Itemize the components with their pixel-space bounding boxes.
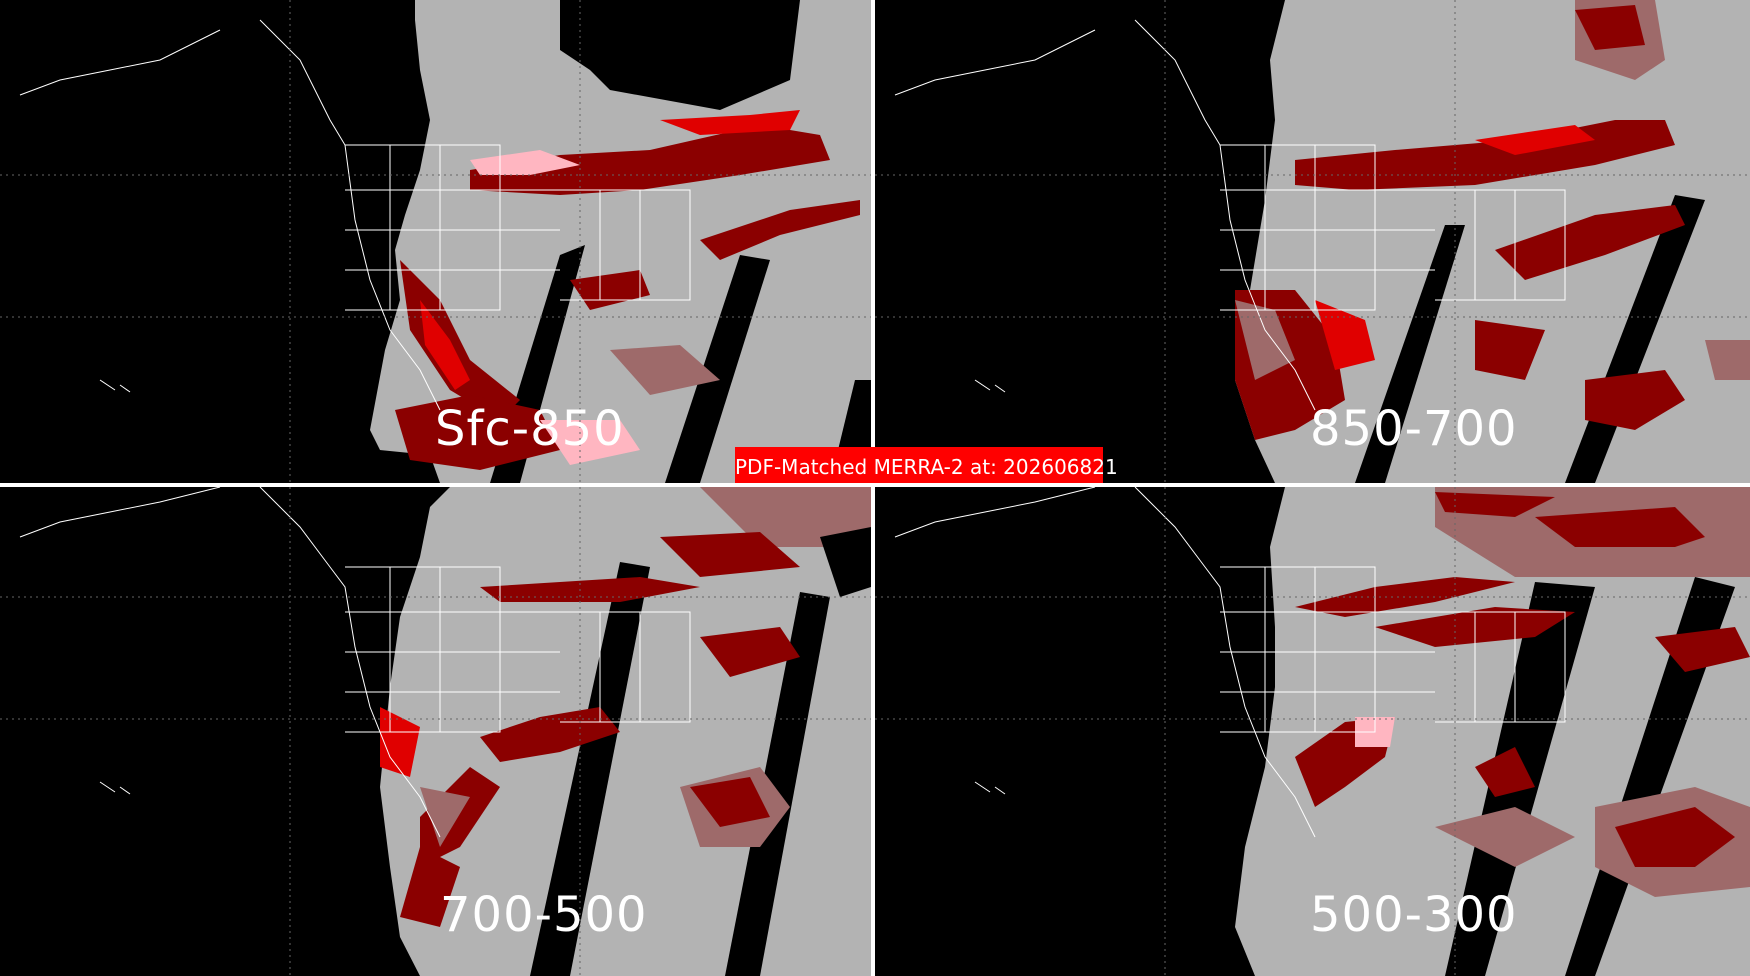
precip-area (660, 532, 800, 577)
precip-area (470, 125, 830, 195)
panel-divider-vertical (871, 0, 875, 976)
precip-area (420, 300, 470, 390)
map-canvas (0, 487, 871, 976)
precip-area (420, 787, 470, 847)
precip-area (395, 395, 560, 470)
swath-gap (820, 527, 871, 597)
precip-area (1705, 340, 1750, 380)
graticule (0, 0, 871, 483)
observed-area (560, 0, 800, 110)
swath-gap (530, 562, 650, 976)
map-panel-850-700: 850-700 (875, 0, 1750, 483)
precip-area (400, 260, 520, 420)
panel-label: 700-500 (440, 887, 648, 943)
panel-label: Sfc-850 (435, 401, 625, 457)
precip-area (1315, 300, 1375, 370)
precip-area (480, 577, 700, 602)
precip-area (610, 345, 720, 395)
map-canvas (875, 487, 1750, 976)
swath-gap (665, 255, 770, 483)
precip-area (660, 110, 800, 135)
graticule (875, 487, 1750, 976)
precip-area (1475, 125, 1595, 155)
precip-area (700, 627, 800, 677)
precip-area (1615, 807, 1735, 867)
graticule (0, 487, 871, 976)
precip-area (1235, 300, 1295, 380)
figure-title: PDF-Matched MERRA-2 at: 202606821 (735, 455, 1118, 479)
observed-area (700, 487, 871, 547)
precip-area (540, 420, 640, 465)
map-canvas (875, 0, 1750, 483)
precip-area (1575, 5, 1645, 50)
coastlines (19, 19, 691, 411)
precip-area (700, 200, 860, 260)
title-banner (735, 447, 1103, 483)
precip-area (400, 847, 460, 927)
precip-area (1495, 205, 1685, 280)
precip-area (690, 777, 770, 827)
precip-area (1475, 747, 1535, 797)
map-panel-500-300: 500-300 (875, 487, 1750, 976)
swath-gap (1565, 577, 1735, 976)
precip-area (1585, 370, 1685, 430)
precip-area (1435, 807, 1575, 867)
graticule (875, 0, 1750, 483)
panel-label: 850-700 (1310, 401, 1518, 457)
precip-area (480, 707, 620, 762)
coastlines (19, 487, 691, 838)
observed-area (380, 487, 871, 976)
swath-gap (1355, 225, 1465, 483)
panel-divider-horizontal (0, 483, 1750, 487)
map-panel-700-500: 700-500 (0, 487, 871, 976)
swath-gap (725, 592, 830, 976)
precip-area (1435, 492, 1555, 517)
precip-area (1655, 627, 1750, 672)
map-panel-sfc-850: Sfc-850 (0, 0, 871, 483)
precip-area (1535, 507, 1705, 547)
panel-label: 500-300 (1310, 887, 1518, 943)
precip-area (470, 150, 580, 175)
precip-area (1475, 320, 1545, 380)
coastlines (894, 19, 1566, 411)
map-canvas (0, 0, 871, 483)
coastlines (894, 487, 1566, 838)
